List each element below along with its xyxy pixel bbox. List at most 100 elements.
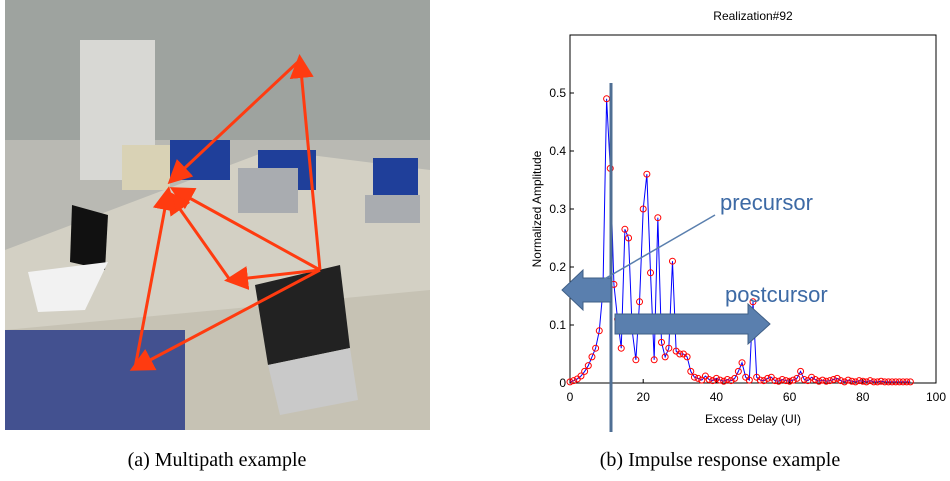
marker: [815, 377, 823, 385]
marker: [632, 356, 640, 364]
laptop-screen: [255, 265, 350, 365]
marker: [767, 373, 775, 381]
marker: [851, 378, 859, 386]
marker: [639, 205, 647, 213]
marker: [830, 376, 838, 384]
marker: [749, 298, 757, 306]
marker: [698, 376, 706, 384]
marker: [595, 327, 603, 335]
marker: [709, 377, 717, 385]
pointer: [593, 214, 716, 286]
marker: [734, 367, 742, 375]
marker: [665, 344, 673, 352]
paths: [129, 54, 322, 371]
marker: [570, 377, 578, 385]
marker: [837, 377, 845, 385]
marker: [636, 298, 644, 306]
y-tick-label: 0.2: [549, 260, 566, 274]
arrow-right: [614, 302, 771, 346]
marker: [778, 376, 786, 384]
marker: [841, 378, 848, 386]
marker: [793, 374, 801, 382]
marker: [899, 378, 907, 386]
marker: [764, 374, 772, 382]
marker: [822, 377, 830, 385]
y-tick-label: 0.4: [549, 144, 566, 158]
marker: [676, 350, 684, 358]
x-tick-label: 0: [567, 390, 574, 404]
marker: [786, 377, 794, 385]
marker: [859, 377, 867, 385]
marker: [804, 377, 812, 385]
marker: [819, 376, 827, 384]
marker: [661, 353, 669, 361]
marker: [701, 372, 709, 380]
marker: [782, 377, 790, 385]
marker: [881, 378, 889, 386]
chair-front: [5, 330, 185, 430]
y-tick-label: 0.5: [549, 86, 566, 100]
marker: [745, 376, 753, 384]
series-line: [569, 98, 911, 383]
y-tick-label: 0.1: [549, 318, 566, 332]
marker: [654, 214, 662, 222]
marker: [738, 359, 746, 367]
wall-top: [5, 0, 430, 140]
marker: [581, 367, 589, 375]
marker: [617, 344, 625, 352]
marker: [800, 376, 808, 384]
marker: [906, 378, 914, 386]
marker: [588, 353, 596, 361]
x-tick-label: 40: [710, 390, 724, 404]
marker: [877, 377, 885, 385]
marker: [592, 344, 600, 352]
marker: [844, 376, 852, 384]
marker: [833, 374, 841, 382]
x-tick-label: 80: [856, 390, 870, 404]
marker: [826, 377, 834, 385]
marker: [873, 378, 881, 386]
x-axis-label: Excess Delay (UI): [705, 412, 801, 426]
marker: [727, 377, 735, 385]
marker: [870, 378, 878, 386]
marker: [650, 356, 658, 364]
y-tick-label: 0.3: [549, 202, 566, 216]
laptop: [122, 145, 170, 190]
marker: [584, 362, 592, 370]
x-tick-label: 100: [926, 390, 946, 404]
photo: [5, 0, 430, 430]
marker: [855, 377, 863, 385]
marker: [895, 378, 903, 386]
marker: [687, 367, 695, 375]
chart: Realization#92 Excess Delay (UI) Normali…: [530, 9, 946, 432]
marker: [903, 378, 911, 386]
marker: [756, 376, 764, 384]
chart-title: Realization#92: [713, 9, 793, 23]
marker: [723, 376, 731, 384]
laptop-screen: [70, 205, 108, 270]
arrow-left: [561, 268, 612, 312]
annotation: postcursor: [725, 282, 828, 307]
marker: [643, 170, 651, 178]
marker: [705, 376, 713, 384]
marker: [866, 377, 874, 385]
laptop-base: [268, 348, 358, 415]
caption: (b) Impulse response example: [600, 449, 841, 471]
x-tick-label: 60: [783, 390, 797, 404]
marker: [760, 377, 768, 385]
marker: [625, 234, 633, 242]
marker: [771, 377, 779, 385]
marker: [797, 367, 805, 375]
marker: [789, 376, 797, 384]
laptop: [238, 168, 298, 213]
marker: [694, 374, 702, 382]
marker: [577, 372, 585, 380]
marker: [811, 376, 819, 384]
laptop-base: [28, 262, 108, 312]
marker: [690, 373, 698, 381]
laptop: [365, 195, 420, 223]
marker: [862, 378, 870, 386]
marker: [731, 374, 739, 382]
marker: [683, 353, 691, 361]
